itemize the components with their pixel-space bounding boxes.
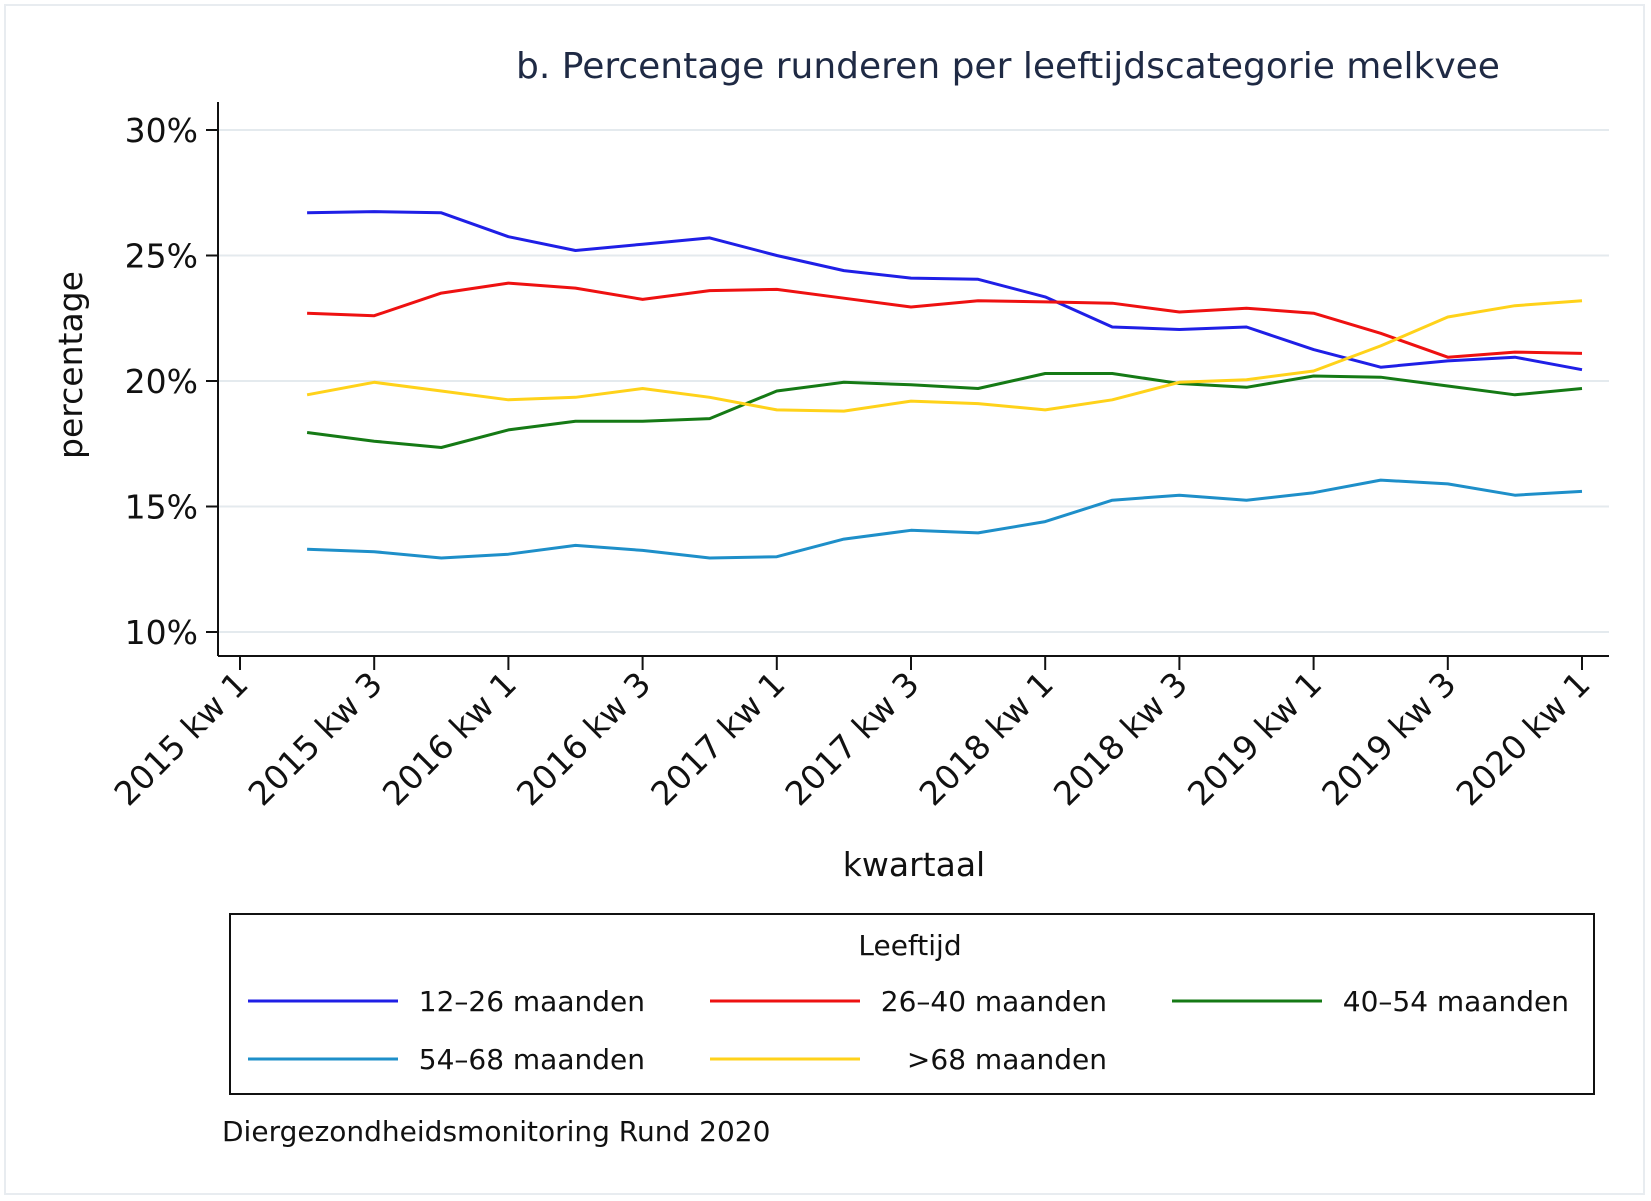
x-tick-label: 2018 kw 1 (912, 664, 1061, 813)
series-line (307, 281, 1583, 359)
y-tick-label: 25% (125, 237, 198, 276)
y-tick-label: 10% (125, 613, 198, 652)
legend-label: 26–40 maanden (881, 985, 1107, 1018)
x-tick-label: 2019 kw 3 (1314, 664, 1463, 813)
series-lines (306, 210, 1583, 560)
series-line (306, 299, 1583, 413)
axes (217, 102, 1609, 657)
series-line (307, 478, 1583, 560)
x-tick-label: 2017 kw 3 (777, 664, 926, 813)
legend-label: 54–68 maanden (419, 1043, 645, 1076)
x-tick-label: 2017 kw 1 (643, 664, 792, 813)
y-ticks: 10% 15% 20% 25% 30% (125, 111, 218, 652)
legend-label: 12–26 maanden (419, 985, 645, 1018)
x-tick-label: 2016 kw 3 (509, 664, 658, 813)
legend-label: 40–54 maanden (1343, 985, 1569, 1018)
legend-label: >68 maanden (907, 1043, 1107, 1076)
chart-frame (4, 4, 1645, 1195)
x-tick-label: 2018 kw 3 (1046, 664, 1195, 813)
x-tick-label: 2020 kw 1 (1448, 664, 1597, 813)
legend-title: Leeftijd (858, 929, 961, 962)
y-tick-label: 20% (125, 362, 198, 401)
series-line (307, 210, 1583, 372)
chart-title: b. Percentage runderen per leeftijdscate… (516, 46, 1500, 87)
x-axis-label: kwartaal (843, 845, 985, 884)
y-tick-label: 30% (125, 111, 198, 150)
y-tick-label: 15% (125, 488, 198, 527)
x-tick-label: 2019 kw 1 (1180, 664, 1329, 813)
legend: Leeftijd 12–26 maanden 26–40 maanden 40–54… (229, 913, 1595, 1095)
source-note: Diergezondheidsmonitoring Rund 2020 (222, 1115, 770, 1148)
x-tick-label: 2016 kw 1 (375, 664, 524, 813)
series-line (306, 372, 1583, 449)
legend-items: 12–26 maanden 26–40 maanden 40–54 maanden 5… (248, 985, 1569, 1076)
gridlines (218, 129, 1609, 633)
legend-box (229, 913, 1595, 1095)
x-tick-label: 2015 kw 1 (106, 664, 255, 813)
x-tick-label: 2015 kw 3 (241, 664, 390, 813)
y-axis-label: percentage (51, 271, 90, 459)
